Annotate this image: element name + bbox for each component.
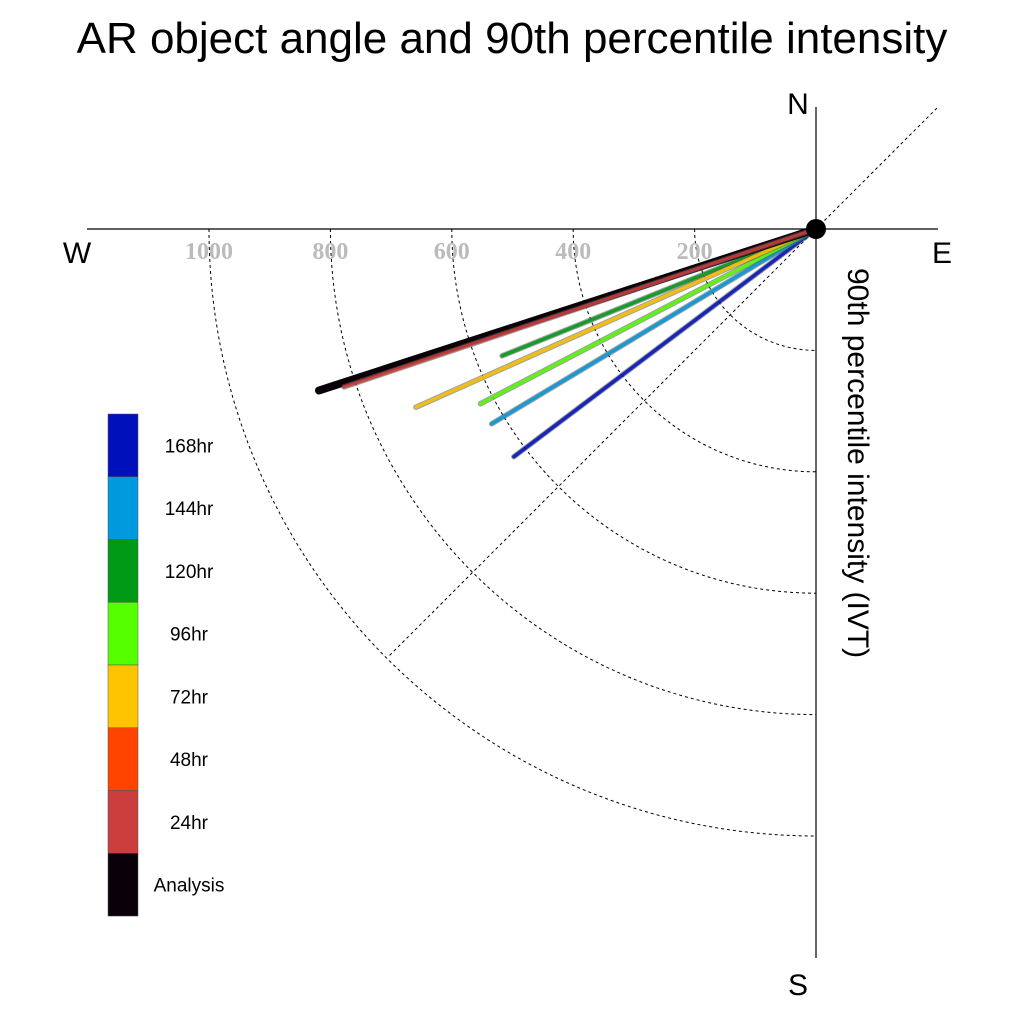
west-label: W [63, 237, 92, 270]
radial-tick-label: 1000 [185, 239, 233, 265]
diagonal-sw-guide [387, 228, 817, 658]
vector-168hr [512, 227, 818, 459]
grid-arc-5 [208, 228, 817, 837]
legend-swatch-144hr [107, 476, 139, 540]
radial-tick-label: 800 [312, 239, 348, 265]
radial-tick-label: 600 [434, 239, 470, 265]
series-layer [315, 225, 820, 460]
legend-label: Analysis [154, 876, 225, 897]
legend-swatch-24hr [107, 790, 139, 854]
grid-layer [208, 228, 817, 837]
legend-swatch-120hr [107, 539, 139, 603]
grid-arc-2 [572, 228, 817, 473]
axes-layer [87, 106, 939, 958]
legend-swatch-48hr [107, 727, 139, 791]
legend-swatch-96hr [107, 602, 139, 666]
vector-144hr [489, 227, 818, 426]
vector-72hr [414, 227, 818, 409]
origin-marker [806, 219, 826, 239]
grid-arc-4 [329, 228, 817, 716]
diagonal-ne-guide [815, 106, 939, 230]
legend-swatch-analysis [107, 853, 139, 917]
legend-label: 168hr [165, 436, 214, 457]
legend-label: 120hr [165, 562, 214, 583]
grid-arc-3 [451, 228, 817, 594]
legend-swatch-72hr [107, 664, 139, 728]
vector-24hr [342, 227, 818, 389]
south-label: S [788, 969, 808, 1002]
legend: 168hr 144hr 120hr 96hr 72hr 48hr 24hr Analysis [107, 413, 225, 917]
legend-label: 72hr [170, 687, 209, 708]
grid-arc-1 [694, 228, 817, 351]
east-label: E [932, 237, 952, 270]
legend-label: 24hr [170, 813, 209, 834]
legend-label: 144hr [165, 499, 214, 520]
legend-label: 96hr [170, 625, 209, 646]
legend-swatch-168hr [107, 413, 139, 477]
radial-axis-label: 90th percentile intensity (IVT) [841, 268, 874, 658]
vector-96hr [478, 227, 818, 406]
chart-title: AR object angle and 90th percentile inte… [76, 14, 948, 63]
legend-label: 48hr [170, 750, 209, 771]
north-label: N [787, 88, 809, 121]
radial-tick-label: 400 [555, 239, 591, 265]
